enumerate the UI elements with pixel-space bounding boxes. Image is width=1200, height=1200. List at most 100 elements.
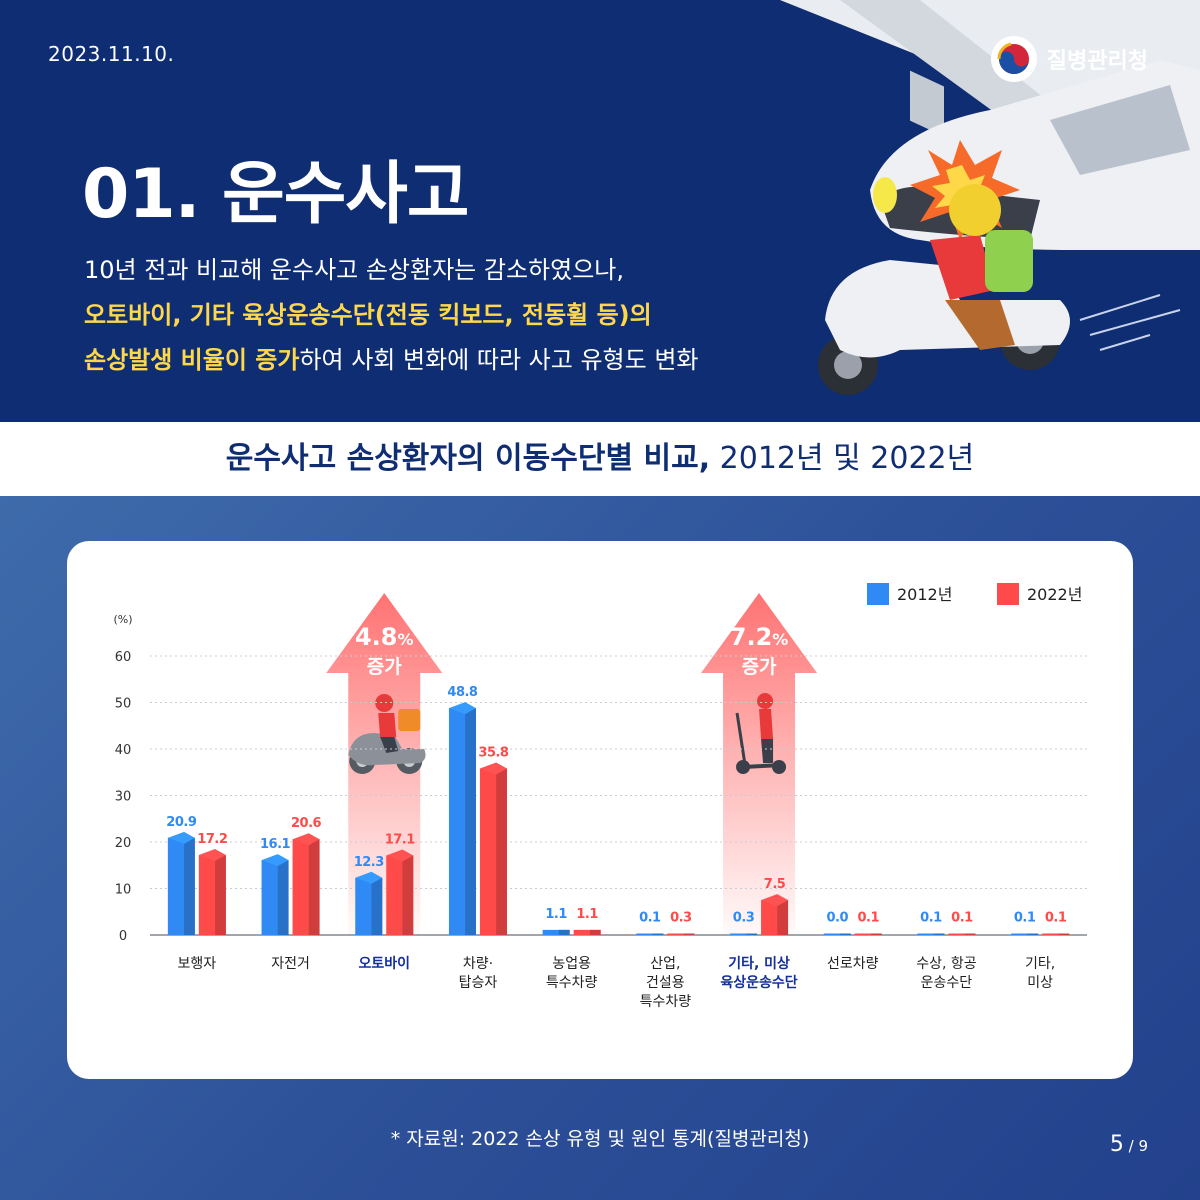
bar-value-label: 20.6 [291,816,322,831]
bar-value-label: 1.1 [576,907,598,922]
bar-top-cap [292,833,320,846]
bar-value-label: 7.5 [764,877,786,892]
legend-label: 2022년 [1027,585,1082,604]
chart-title-years: 2012년 및 2022년 [710,441,975,476]
publish-date: 2023.11.10. [48,42,175,66]
x-category-label: 기타, [1025,956,1055,972]
section-title: 01. 운수사고 [82,155,469,234]
bar-shade [371,877,383,935]
x-category-label: 선로차량 [827,956,879,972]
bar [542,929,570,935]
bar-shade [933,933,945,935]
bar-shade [870,933,882,935]
x-category-label: 오토바이 [358,955,410,972]
bar [1042,933,1070,935]
bar [667,933,695,935]
bar-shade [496,768,507,935]
y-unit-label: (%) [113,613,132,626]
bar-shade [465,708,476,935]
bar-value-label: 0.1 [1014,911,1036,926]
bar-shade [683,933,695,935]
legend-swatch [997,583,1019,605]
chart-card: 4.8% 증가 7.2% 증가 0 10 20 30 40 50 60 (%) 2012년 2022년 20… [67,541,1133,1079]
taegeuk-logo-icon [990,36,1037,82]
desc-line-3: 손상발생 비율이 증가하여 사회 변화에 따라 사고 유형도 변화 [84,338,699,383]
bar-top-cap [198,849,226,862]
x-category-label: 농업용 [552,956,591,972]
page-current: 5 [1109,1132,1124,1157]
bar-value-label: 17.1 [385,832,416,847]
x-category-label: 수상, 항공 [916,956,977,972]
page-indicator: 5 / 9 [1110,1132,1148,1157]
x-category-label: 특수차량 [546,975,598,991]
y-tick-label: 60 [115,650,132,665]
bar-value-label: 0.0 [826,911,848,926]
x-category-label: 보행자 [178,956,217,972]
chart-title: 운수사고 손상환자의 이동수단별 비교, 2012년 및 2022년 [0,422,1200,496]
x-category-label: 산업, [650,956,680,972]
bar-shade [402,855,414,935]
org-name: 질병관리청 [1046,49,1148,74]
desc-line-1: 10년 전과 비교해 운수사고 손상환자는 감소하였으나, [84,256,624,284]
bar-top-cap [386,849,414,862]
x-category-label: 기타, 미상 [728,956,790,972]
x-category-label: 미상 [1027,975,1053,991]
increase-text-label: 증가 [367,656,402,678]
y-tick-label: 50 [115,697,132,712]
bar-value-label: 1.1 [545,907,567,922]
bar-value-label: 12.3 [354,855,385,870]
y-tick-label: 0 [119,929,127,944]
bar [573,929,601,935]
bar [823,933,851,935]
bar-value-label: 0.3 [733,911,755,926]
y-tick-label: 30 [115,790,132,805]
bar-value-label: 0.1 [920,911,942,926]
x-category-label: 운송수단 [921,975,973,991]
bar [917,933,945,935]
bar [948,933,976,935]
bar-top-cap [261,854,289,867]
bar-chart: 4.8% 증가 7.2% 증가 0 10 20 30 40 50 60 (%) 2012년 2022년 20… [113,583,1087,1010]
increase-arrow [701,593,818,935]
bar-value-label: 0.1 [857,911,879,926]
y-tick-label: 10 [115,883,132,898]
increase-text-label: 증가 [742,656,777,678]
accident-illustration [780,0,1200,395]
desc-line-3-rest: 하여 사회 변화에 따라 사고 유형도 변화 [299,346,699,374]
page-total: / 9 [1123,1137,1148,1155]
x-category-label: 육상운송수단 [720,974,797,991]
bar-top-cap [761,894,789,907]
electric-scooter-rider-icon [735,693,787,774]
x-category-label: 건설용 [646,975,685,991]
bar-shade [215,855,226,935]
bar-shade [308,839,320,935]
bar-shade [558,929,570,935]
bar-shade [1027,933,1039,935]
bar-shade [277,860,289,935]
bar-shade [652,933,664,935]
x-category-label: 특수차량 [640,994,692,1010]
bar-value-label: 0.1 [1045,911,1067,926]
bar-shade [839,933,851,935]
bar-shade [777,900,789,935]
header-banner: 2023.11.10. [0,0,1200,422]
bar-shade [964,933,976,935]
x-category-label: 자전거 [271,956,310,972]
bar-top-cap [479,762,507,775]
bar [636,933,664,935]
increase-value-label: 7.2% [730,623,789,651]
bar [730,933,758,935]
bar-shade [589,929,601,935]
bar-shade [1058,933,1070,935]
desc-line-2: 오토바이, 기타 육상운송수단(전동 킥보드, 전동휠 등)의 [84,301,652,329]
increase-value-label: 4.8% [355,623,414,651]
bar [854,933,882,935]
x-category-label: 차량· [463,956,493,972]
data-source-note: * 자료원: 2022 손상 유형 및 원인 통계(질병관리청) [390,1128,810,1150]
bar-value-label: 17.2 [197,832,227,847]
bar-value-label: 0.1 [951,911,973,926]
x-category-label: 탑승자 [459,975,498,991]
section-description: 10년 전과 비교해 운수사고 손상환자는 감소하였으나, 오토바이, 기타 육… [84,248,699,383]
bar-shade [184,837,195,935]
bar-top-cap [355,871,383,884]
